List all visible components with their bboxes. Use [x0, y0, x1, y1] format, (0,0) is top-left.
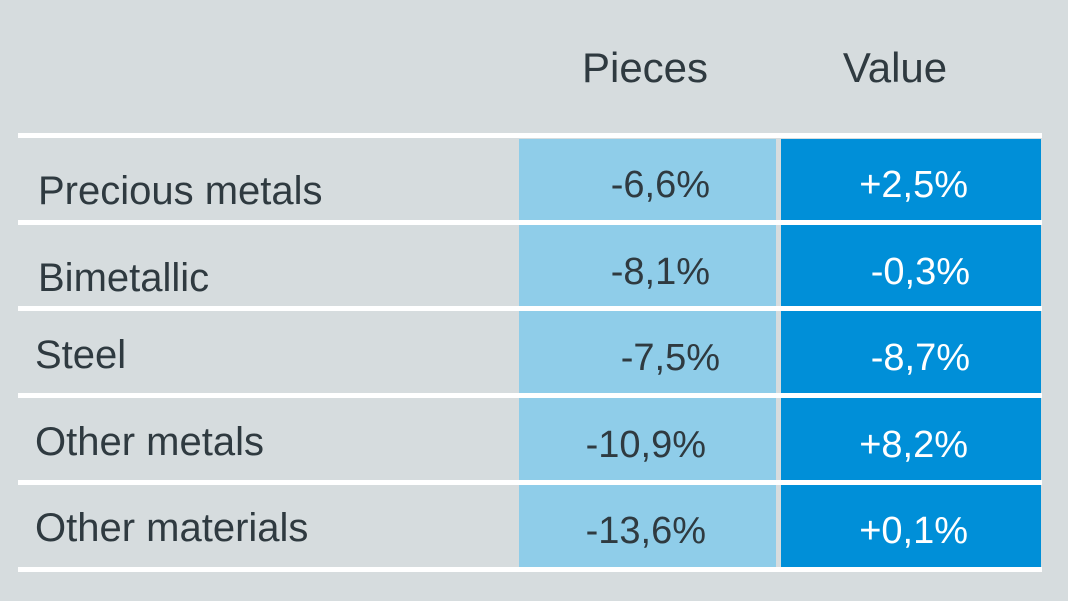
value-cell-other-metals: +8,2% [859, 424, 968, 466]
value-cell-bimetallic: -0,3% [870, 251, 970, 293]
row-label-other-metals: Other metals [35, 420, 264, 464]
pieces-cell-precious-metals: -6,6% [610, 164, 710, 206]
pieces-cell-other-metals: -10,9% [585, 424, 706, 466]
pieces-cell-bimetallic: -8,1% [610, 251, 710, 293]
value-cell-other-materials: +0,1% [859, 510, 968, 552]
column-header-value: Value [842, 44, 948, 91]
divider-bottom [18, 567, 1042, 572]
pieces-cell-steel: -7,5% [620, 337, 720, 379]
pieces-column-band [519, 139, 776, 569]
value-cell-precious-metals: +2,5% [859, 164, 968, 206]
pieces-cell-other-materials: -13,6% [585, 510, 706, 552]
row-label-other-materials: Other materials [35, 506, 309, 550]
divider [18, 480, 1042, 485]
value-column-band [781, 139, 1041, 569]
row-label-precious-metals: Precious metals [38, 169, 323, 213]
value-cell-steel: -8,7% [870, 337, 970, 379]
divider [18, 220, 1042, 225]
divider [18, 306, 1042, 311]
row-label-bimetallic: Bimetallic [38, 256, 210, 300]
divider-top [18, 133, 1042, 138]
divider [18, 393, 1042, 398]
column-header-pieces: Pieces [581, 44, 709, 91]
row-label-steel: Steel [35, 333, 127, 377]
